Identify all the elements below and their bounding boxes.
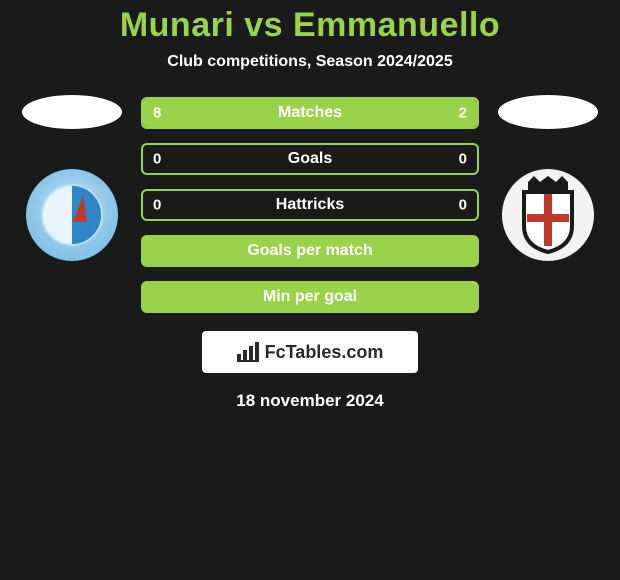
stat-label: Min per goal <box>263 288 357 306</box>
stats-column: 8 Matches 2 0 Goals 0 0 Hattricks 0 Goal… <box>141 95 479 313</box>
left-club-logo-icon <box>41 184 103 246</box>
footer: FcTables.com 18 november 2024 <box>0 331 620 411</box>
stat-value-left: 8 <box>153 105 161 122</box>
stat-label: Goals per match <box>247 242 372 260</box>
brand-box[interactable]: FcTables.com <box>202 331 418 373</box>
chart-bars-icon <box>237 342 259 362</box>
subtitle: Club competitions, Season 2024/2025 <box>0 53 620 71</box>
root: Munari vs Emmanuello Club competitions, … <box>0 0 620 411</box>
stat-bar-goals-per-match: Goals per match <box>141 235 479 267</box>
stat-value-left: 0 <box>153 197 161 214</box>
left-player-column <box>17 95 127 261</box>
sail-icon <box>73 196 87 222</box>
right-club-badge <box>502 169 594 261</box>
stat-fill-left <box>143 99 410 127</box>
right-player-ellipse <box>498 95 598 129</box>
stat-value-right: 0 <box>459 151 467 168</box>
stat-value-right: 2 <box>459 105 467 122</box>
stat-bar-matches: 8 Matches 2 <box>141 97 479 129</box>
right-player-column <box>493 95 603 261</box>
stat-bar-hattricks: 0 Hattricks 0 <box>141 189 479 221</box>
brand-text: FcTables.com <box>265 342 384 363</box>
comparison-row: 8 Matches 2 0 Goals 0 0 Hattricks 0 Goal… <box>0 95 620 313</box>
stat-value-right: 0 <box>459 197 467 214</box>
stat-label: Matches <box>278 104 342 122</box>
page-title: Munari vs Emmanuello <box>0 6 620 45</box>
left-player-ellipse <box>22 95 122 129</box>
stat-value-left: 0 <box>153 151 161 168</box>
stat-label: Hattricks <box>276 196 344 214</box>
stat-bar-goals: 0 Goals 0 <box>141 143 479 175</box>
stat-bar-min-per-goal: Min per goal <box>141 281 479 313</box>
date-text: 18 november 2024 <box>236 391 383 411</box>
left-club-badge <box>26 169 118 261</box>
stat-label: Goals <box>288 150 332 168</box>
right-club-logo-icon <box>514 176 582 254</box>
